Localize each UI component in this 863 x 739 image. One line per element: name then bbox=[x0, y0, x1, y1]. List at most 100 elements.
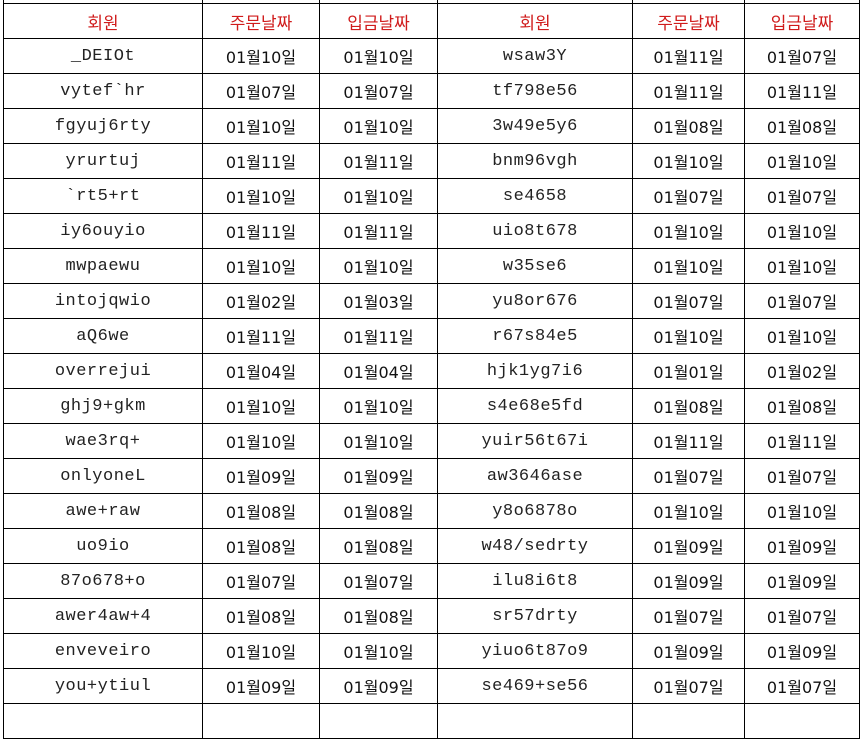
order-date-cell[interactable]: 01월07일 bbox=[632, 283, 745, 319]
payment-date-cell[interactable]: 01월10일 bbox=[319, 248, 438, 284]
header-member[interactable]: 회원 bbox=[437, 3, 633, 39]
payment-date-cell[interactable]: 01월08일 bbox=[319, 493, 438, 529]
member-id-cell[interactable]: fgyuj6rty bbox=[3, 108, 203, 144]
order-date-cell[interactable]: 01월11일 bbox=[632, 38, 745, 74]
payment-date-cell[interactable]: 01월07일 bbox=[744, 178, 860, 214]
order-date-cell[interactable]: 01월07일 bbox=[632, 668, 745, 704]
member-id-cell[interactable]: s4e68e5fd bbox=[437, 388, 633, 424]
cell[interactable] bbox=[437, 703, 633, 739]
member-id-cell[interactable]: enveveiro bbox=[3, 633, 203, 669]
payment-date-cell[interactable]: 01월07일 bbox=[744, 283, 860, 319]
order-date-cell[interactable]: 01월10일 bbox=[632, 493, 745, 529]
payment-date-cell[interactable]: 01월11일 bbox=[744, 73, 860, 109]
order-date-cell[interactable]: 01월08일 bbox=[202, 528, 320, 564]
order-date-cell[interactable]: 01월11일 bbox=[632, 73, 745, 109]
order-date-cell[interactable]: 01월09일 bbox=[632, 633, 745, 669]
order-date-cell[interactable]: 01월09일 bbox=[632, 528, 745, 564]
payment-date-cell[interactable]: 01월10일 bbox=[319, 38, 438, 74]
order-date-cell[interactable]: 01월11일 bbox=[202, 143, 320, 179]
payment-date-cell[interactable]: 01월09일 bbox=[744, 633, 860, 669]
payment-date-cell[interactable]: 01월09일 bbox=[744, 528, 860, 564]
member-id-cell[interactable]: onlyoneL bbox=[3, 458, 203, 494]
payment-date-cell[interactable]: 01월07일 bbox=[744, 598, 860, 634]
payment-date-cell[interactable]: 01월09일 bbox=[319, 668, 438, 704]
member-id-cell[interactable]: w35se6 bbox=[437, 248, 633, 284]
order-date-cell[interactable]: 01월10일 bbox=[632, 143, 745, 179]
payment-date-cell[interactable]: 01월10일 bbox=[319, 108, 438, 144]
order-date-cell[interactable]: 01월10일 bbox=[202, 178, 320, 214]
member-id-cell[interactable]: tf798e56 bbox=[437, 73, 633, 109]
payment-date-cell[interactable]: 01월10일 bbox=[744, 318, 860, 354]
cell[interactable] bbox=[3, 703, 203, 739]
member-id-cell[interactable]: you+ytiul bbox=[3, 668, 203, 704]
cell[interactable] bbox=[319, 703, 438, 739]
payment-date-cell[interactable]: 01월10일 bbox=[744, 248, 860, 284]
header-payment-date[interactable]: 입금날짜 bbox=[319, 3, 438, 39]
member-id-cell[interactable]: sr57drty bbox=[437, 598, 633, 634]
member-id-cell[interactable]: aw3646ase bbox=[437, 458, 633, 494]
member-id-cell[interactable]: vytef`hr bbox=[3, 73, 203, 109]
order-date-cell[interactable]: 01월07일 bbox=[632, 178, 745, 214]
member-id-cell[interactable]: awer4aw+4 bbox=[3, 598, 203, 634]
payment-date-cell[interactable]: 01월08일 bbox=[744, 108, 860, 144]
member-id-cell[interactable]: wae3rq+ bbox=[3, 423, 203, 459]
payment-date-cell[interactable]: 01월08일 bbox=[744, 388, 860, 424]
order-date-cell[interactable]: 01월08일 bbox=[202, 493, 320, 529]
member-id-cell[interactable]: intojqwio bbox=[3, 283, 203, 319]
member-id-cell[interactable]: iy6ouyio bbox=[3, 213, 203, 249]
order-date-cell[interactable]: 01월07일 bbox=[632, 458, 745, 494]
member-id-cell[interactable]: wsaw3Y bbox=[437, 38, 633, 74]
payment-date-cell[interactable]: 01월04일 bbox=[319, 353, 438, 389]
order-date-cell[interactable]: 01월09일 bbox=[632, 563, 745, 599]
order-date-cell[interactable]: 01월02일 bbox=[202, 283, 320, 319]
header-order-date[interactable]: 주문날짜 bbox=[202, 3, 320, 39]
member-id-cell[interactable]: awe+raw bbox=[3, 493, 203, 529]
payment-date-cell[interactable]: 01월08일 bbox=[319, 528, 438, 564]
order-date-cell[interactable]: 01월10일 bbox=[202, 248, 320, 284]
member-id-cell[interactable]: bnm96vgh bbox=[437, 143, 633, 179]
payment-date-cell[interactable]: 01월10일 bbox=[319, 388, 438, 424]
payment-date-cell[interactable]: 01월11일 bbox=[319, 143, 438, 179]
payment-date-cell[interactable]: 01월10일 bbox=[744, 143, 860, 179]
payment-date-cell[interactable]: 01월07일 bbox=[744, 668, 860, 704]
order-date-cell[interactable]: 01월10일 bbox=[632, 213, 745, 249]
member-id-cell[interactable]: r67s84e5 bbox=[437, 318, 633, 354]
payment-date-cell[interactable]: 01월10일 bbox=[744, 493, 860, 529]
member-id-cell[interactable]: `rt5+rt bbox=[3, 178, 203, 214]
payment-date-cell[interactable]: 01월07일 bbox=[744, 38, 860, 74]
order-date-cell[interactable]: 01월07일 bbox=[202, 73, 320, 109]
member-id-cell[interactable]: w48/sedrty bbox=[437, 528, 633, 564]
order-date-cell[interactable]: 01월04일 bbox=[202, 353, 320, 389]
header-order-date[interactable]: 주문날짜 bbox=[632, 3, 745, 39]
payment-date-cell[interactable]: 01월11일 bbox=[744, 423, 860, 459]
member-id-cell[interactable]: aQ6we bbox=[3, 318, 203, 354]
member-id-cell[interactable]: yiuo6t87o9 bbox=[437, 633, 633, 669]
member-id-cell[interactable]: _DEIOt bbox=[3, 38, 203, 74]
payment-date-cell[interactable]: 01월11일 bbox=[319, 213, 438, 249]
member-id-cell[interactable]: yrurtuj bbox=[3, 143, 203, 179]
member-id-cell[interactable]: se469+se56 bbox=[437, 668, 633, 704]
order-date-cell[interactable]: 01월11일 bbox=[632, 423, 745, 459]
payment-date-cell[interactable]: 01월11일 bbox=[319, 318, 438, 354]
order-date-cell[interactable]: 01월08일 bbox=[632, 108, 745, 144]
payment-date-cell[interactable]: 01월10일 bbox=[744, 213, 860, 249]
cell[interactable] bbox=[202, 703, 320, 739]
cell[interactable] bbox=[744, 703, 860, 739]
order-date-cell[interactable]: 01월09일 bbox=[202, 668, 320, 704]
member-id-cell[interactable]: hjk1yg7i6 bbox=[437, 353, 633, 389]
order-date-cell[interactable]: 01월11일 bbox=[202, 213, 320, 249]
member-id-cell[interactable]: se4658 bbox=[437, 178, 633, 214]
order-date-cell[interactable]: 01월10일 bbox=[202, 38, 320, 74]
member-id-cell[interactable]: 87o678+o bbox=[3, 563, 203, 599]
order-date-cell[interactable]: 01월10일 bbox=[202, 423, 320, 459]
member-id-cell[interactable]: ilu8i6t8 bbox=[437, 563, 633, 599]
order-date-cell[interactable]: 01월11일 bbox=[202, 318, 320, 354]
payment-date-cell[interactable]: 01월02일 bbox=[744, 353, 860, 389]
payment-date-cell[interactable]: 01월08일 bbox=[319, 598, 438, 634]
payment-date-cell[interactable]: 01월10일 bbox=[319, 423, 438, 459]
order-date-cell[interactable]: 01월01일 bbox=[632, 353, 745, 389]
payment-date-cell[interactable]: 01월09일 bbox=[744, 563, 860, 599]
member-id-cell[interactable]: 3w49e5y6 bbox=[437, 108, 633, 144]
order-date-cell[interactable]: 01월09일 bbox=[202, 458, 320, 494]
order-date-cell[interactable]: 01월10일 bbox=[632, 318, 745, 354]
